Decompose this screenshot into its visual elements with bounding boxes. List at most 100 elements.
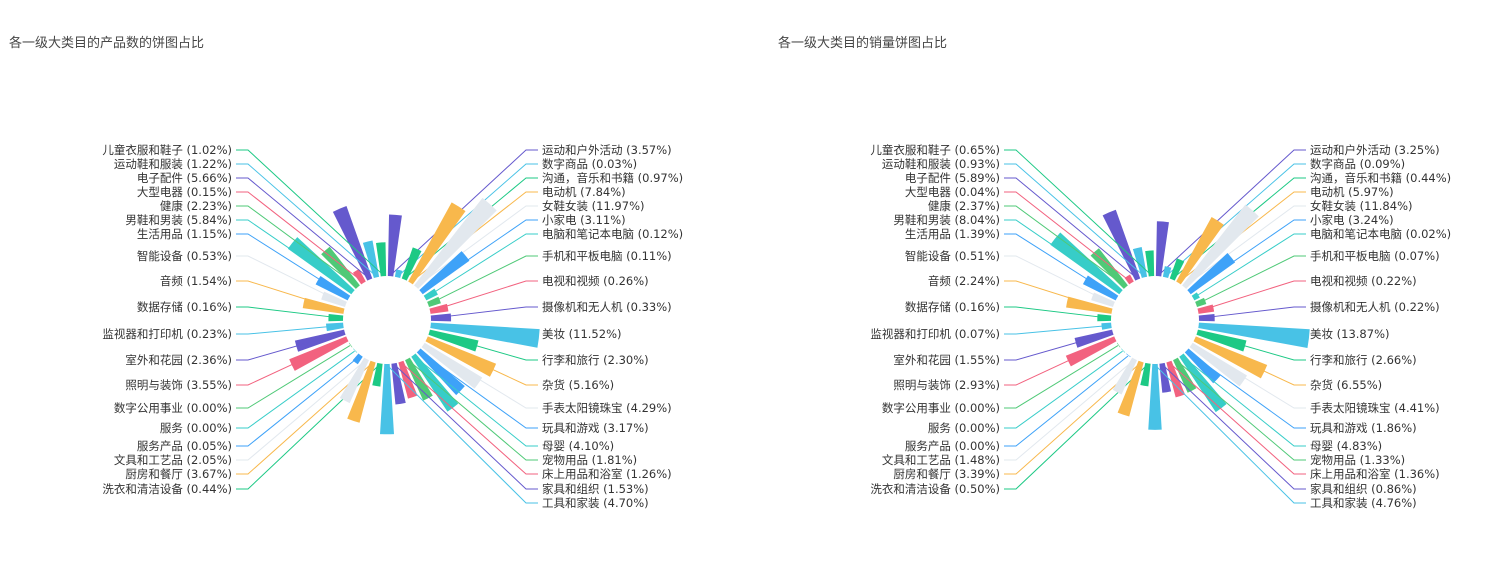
rose-slice[interactable] xyxy=(430,322,540,348)
rose-chart-1: 运动和户外活动 (3.25%)数字商品 (0.09%)沟通，音乐和书籍 (0.4… xyxy=(870,143,1451,510)
rose-slice[interactable] xyxy=(372,362,383,387)
leader-line xyxy=(1158,149,1306,276)
rose-slice[interactable] xyxy=(325,322,344,332)
leader-line xyxy=(430,280,538,312)
rose-slice[interactable] xyxy=(1140,362,1151,387)
leader-line xyxy=(1004,338,1115,386)
leader-line xyxy=(236,149,384,276)
leader-line xyxy=(400,362,538,475)
rose-slice[interactable] xyxy=(348,342,353,348)
chart-title: 各一级大类目的产品数的饼图占比 xyxy=(9,35,205,50)
leader-line xyxy=(1004,191,1132,283)
rose-slice[interactable] xyxy=(376,242,387,277)
rose-slice[interactable] xyxy=(362,240,380,279)
slice-label: 音频 (1.54%) xyxy=(160,274,232,288)
rose-slice[interactable] xyxy=(1169,258,1185,281)
slice-label: 电脑和笔记本电脑 (0.12%) xyxy=(542,227,683,241)
rose-slice[interactable] xyxy=(1112,357,1137,395)
rose-slice[interactable] xyxy=(1184,348,1221,384)
slice-label: 床上用品和浴室 (1.26%) xyxy=(542,467,672,481)
rose-slice[interactable] xyxy=(352,353,363,365)
rose-slice[interactable] xyxy=(394,269,403,279)
rose-slice[interactable] xyxy=(1090,248,1128,289)
slice-label: 男鞋和男装 (5.84%) xyxy=(125,213,232,227)
rose-slice[interactable] xyxy=(1176,217,1224,285)
slice-label: 数字公用事业 (0.00%) xyxy=(114,401,232,415)
rose-slice[interactable] xyxy=(1116,342,1121,348)
rose-slice[interactable] xyxy=(1102,209,1141,281)
leader-line xyxy=(1172,177,1306,279)
leader-line xyxy=(1004,233,1117,298)
rose-slice[interactable] xyxy=(1159,362,1172,393)
rose-slice[interactable] xyxy=(408,202,466,285)
slice-label: 电动机 (5.97%) xyxy=(1310,185,1394,199)
slice-label: 女鞋女装 (11.97%) xyxy=(542,199,644,213)
rose-slice[interactable] xyxy=(1189,342,1248,387)
slice-label: 服务 (0.00%) xyxy=(928,421,1000,435)
leader-line xyxy=(1004,280,1112,312)
slice-label: 宠物用品 (1.81%) xyxy=(542,453,637,467)
slice-label: 室外和花园 (1.55%) xyxy=(893,353,1000,367)
rose-slice[interactable] xyxy=(414,197,497,289)
leader-line xyxy=(1004,364,1149,490)
slice-label: 监视器和打印机 (0.07%) xyxy=(870,327,1000,341)
rose-slice[interactable] xyxy=(1198,322,1310,349)
leader-line xyxy=(1199,324,1306,335)
rose-slice[interactable] xyxy=(339,357,369,404)
rose-slice[interactable] xyxy=(353,348,358,353)
rose-slice[interactable] xyxy=(1166,360,1185,398)
slice-label: 宠物用品 (1.33%) xyxy=(1310,453,1405,467)
slice-label: 美妆 (13.87%) xyxy=(1310,327,1389,341)
rose-slice[interactable] xyxy=(1132,246,1148,279)
slice-label: 玩具和游戏 (3.17%) xyxy=(542,421,649,435)
rose-slice[interactable] xyxy=(1155,221,1169,277)
rose-slice[interactable] xyxy=(1145,250,1155,277)
rose-slice[interactable] xyxy=(332,206,373,281)
slice-label: 电子配件 (5.89%) xyxy=(905,171,1000,185)
rose-slice[interactable] xyxy=(1173,357,1197,393)
rose-slice[interactable] xyxy=(1126,353,1131,358)
leader-line xyxy=(1004,355,1129,447)
leader-line xyxy=(1195,338,1306,386)
rose-slice[interactable] xyxy=(287,237,355,295)
slice-label: 沟通，音乐和书籍 (0.44%) xyxy=(1310,171,1451,185)
rose-slice[interactable] xyxy=(401,247,422,281)
slice-label: 大型电器 (0.04%) xyxy=(905,185,1000,199)
rose-slice[interactable] xyxy=(1121,348,1126,353)
rose-slice[interactable] xyxy=(347,360,376,423)
slice-label: 男鞋和男装 (8.04%) xyxy=(893,213,1000,227)
leader-line xyxy=(1004,306,1111,319)
rose-slice[interactable] xyxy=(1124,274,1134,285)
rose-slice[interactable] xyxy=(1117,360,1144,417)
rose-slice[interactable] xyxy=(352,268,366,285)
rose-slice[interactable] xyxy=(380,363,394,435)
leader-line xyxy=(236,338,347,386)
rose-slice[interactable] xyxy=(405,357,433,401)
slice-label: 杂货 (5.16%) xyxy=(542,378,614,392)
slice-label: 小家电 (3.24%) xyxy=(1310,213,1394,227)
leader-line xyxy=(1187,350,1306,429)
rose-slice[interactable] xyxy=(419,251,470,295)
rose-slice[interactable] xyxy=(416,348,465,396)
rose-slice[interactable] xyxy=(1187,253,1236,295)
slice-label: 数字商品 (0.09%) xyxy=(1310,157,1405,171)
rose-slice[interactable] xyxy=(387,214,402,277)
leader-line xyxy=(419,350,538,429)
slice-label: 电视和视频 (0.22%) xyxy=(1310,274,1417,288)
rose-slice[interactable] xyxy=(1148,363,1162,430)
slice-label: 监视器和打印机 (0.23%) xyxy=(102,327,232,341)
slice-label: 服务 (0.00%) xyxy=(160,421,232,435)
leader-line xyxy=(236,219,353,292)
leader-line xyxy=(236,177,370,279)
rose-slice[interactable] xyxy=(398,360,418,399)
rose-slice[interactable] xyxy=(1050,232,1123,295)
leader-line xyxy=(236,359,367,461)
slice-label: 智能设备 (0.53%) xyxy=(137,249,232,263)
rose-slice[interactable] xyxy=(421,342,483,389)
slice-label: 厨房和餐厅 (3.39%) xyxy=(893,467,1000,481)
slice-label: 玩具和游戏 (1.86%) xyxy=(1310,421,1417,435)
rose-slice[interactable] xyxy=(1074,329,1114,348)
leader-line xyxy=(1154,364,1306,504)
rose-slice[interactable] xyxy=(1182,204,1259,289)
rose-slice[interactable] xyxy=(1162,266,1172,279)
